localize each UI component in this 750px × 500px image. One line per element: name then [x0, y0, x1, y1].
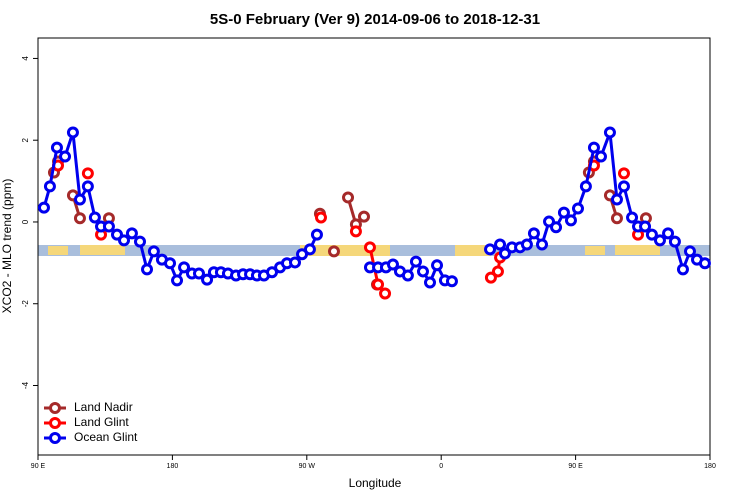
band-land — [330, 245, 390, 256]
point — [171, 274, 184, 287]
y-tick-label: -4 — [21, 381, 30, 389]
band-land — [48, 246, 68, 255]
point — [557, 206, 570, 219]
point — [303, 243, 316, 256]
point — [498, 247, 511, 260]
point — [445, 275, 458, 288]
point — [379, 287, 392, 300]
legend-marker — [49, 402, 61, 414]
point — [491, 265, 504, 278]
x-tick-label: 90 E — [568, 463, 583, 470]
point — [88, 211, 101, 224]
point — [683, 245, 696, 258]
point — [372, 278, 385, 291]
point — [520, 238, 533, 251]
point — [314, 211, 327, 224]
point — [424, 276, 436, 289]
band-land — [455, 245, 490, 256]
point — [102, 220, 115, 233]
point — [587, 141, 600, 154]
point — [118, 234, 131, 247]
point — [668, 235, 681, 248]
point — [527, 227, 540, 240]
point — [266, 266, 279, 279]
point — [579, 180, 592, 193]
y-tick-label: -2 — [21, 300, 30, 308]
point — [550, 221, 563, 234]
point — [43, 180, 56, 193]
point — [289, 256, 302, 269]
point — [349, 225, 362, 238]
point — [431, 259, 444, 272]
point — [81, 180, 94, 193]
point — [363, 241, 376, 254]
x-tick-label: 180 — [704, 463, 716, 470]
legend-marker — [49, 417, 61, 429]
point — [416, 265, 429, 278]
point — [133, 235, 146, 248]
point — [73, 193, 86, 206]
point — [645, 228, 658, 241]
point — [676, 263, 689, 276]
point — [59, 150, 72, 163]
point — [594, 150, 607, 163]
point — [653, 234, 666, 247]
point — [342, 191, 355, 204]
point — [357, 210, 370, 223]
point — [401, 269, 414, 282]
band-land — [80, 245, 125, 255]
point — [192, 267, 205, 280]
point — [141, 263, 154, 276]
point — [610, 193, 623, 206]
point — [81, 167, 94, 180]
point — [201, 273, 214, 286]
point — [125, 227, 138, 240]
point — [639, 220, 652, 233]
point — [164, 257, 177, 270]
legend-label: Land Glint — [74, 415, 129, 429]
point — [603, 126, 616, 139]
y-axis-label: XCO2 - MLO trend (ppm) — [0, 179, 14, 314]
x-axis-label: Longitude — [349, 476, 402, 490]
point — [178, 261, 191, 274]
point — [37, 201, 50, 214]
point — [617, 180, 630, 193]
point — [50, 141, 63, 154]
point — [310, 228, 323, 241]
point — [536, 238, 548, 251]
point — [571, 202, 584, 215]
y-tick-label: 2 — [21, 137, 30, 142]
point — [494, 238, 507, 251]
point — [409, 255, 422, 268]
point — [617, 167, 630, 180]
plot-frame — [37, 37, 711, 456]
point — [327, 245, 340, 258]
y-tick-label: 0 — [21, 219, 30, 224]
y-tick-label: 4 — [21, 56, 30, 61]
x-tick-label: 90 E — [31, 463, 46, 470]
point — [66, 126, 79, 139]
legend-label: Land Nadir — [74, 400, 133, 414]
band-land — [585, 246, 605, 255]
x-tick-label: 0 — [439, 463, 443, 470]
point — [484, 243, 497, 256]
point — [626, 211, 639, 224]
x-tick-label: 180 — [167, 463, 179, 470]
point — [147, 245, 160, 258]
legend-label: Ocean Glint — [74, 430, 138, 444]
chart-title: 5S-0 February (Ver 9) 2014-09-06 to 2018… — [210, 11, 540, 28]
point — [698, 257, 711, 270]
point — [662, 227, 675, 240]
point — [484, 271, 497, 284]
point — [386, 258, 399, 271]
point — [73, 212, 86, 225]
point — [610, 212, 623, 225]
point — [564, 214, 577, 227]
band-land — [615, 245, 660, 255]
x-tick-label: 90 W — [299, 463, 316, 470]
legend-marker — [49, 432, 61, 444]
